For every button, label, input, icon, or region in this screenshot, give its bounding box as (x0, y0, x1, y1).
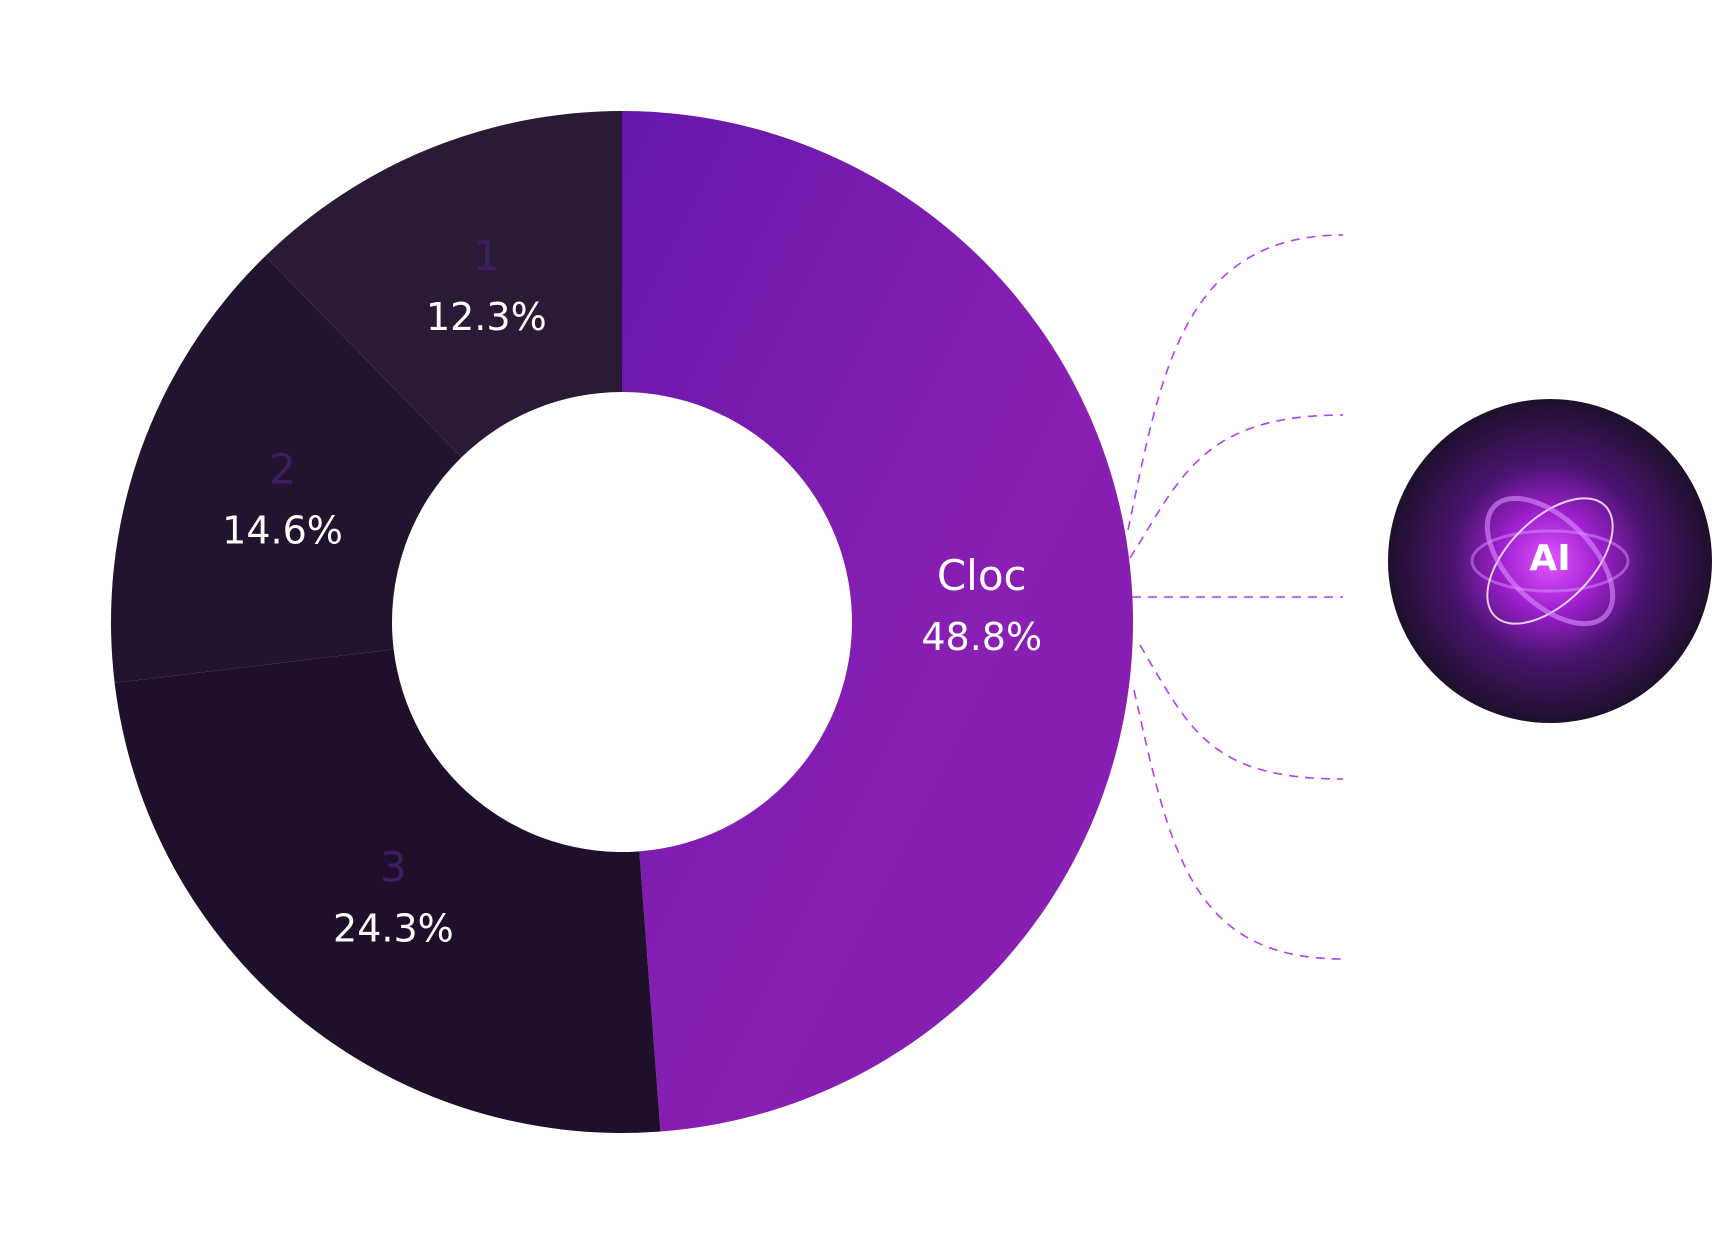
connector (1133, 689, 1344, 960)
ai-orb (1388, 399, 1712, 723)
orbit (1484, 495, 1616, 627)
slice (114, 649, 661, 1133)
slice-name: 3 (380, 843, 407, 892)
connector (1129, 414, 1344, 559)
connectors (1127, 234, 1344, 960)
slice-name: 1 (473, 231, 500, 280)
orbit (1470, 529, 1630, 593)
slice-value: 24.3% (333, 907, 454, 951)
slice-value: 48.8% (921, 615, 1042, 659)
ai-label: AI (1529, 538, 1570, 579)
slice-name: Cloc (937, 551, 1027, 600)
slice-value: 14.6% (222, 509, 343, 553)
slice (110, 256, 462, 683)
slice-value: 12.3% (426, 295, 547, 339)
connector (1139, 644, 1344, 780)
ai-icon: AI (1388, 399, 1712, 723)
donut: Cloc 48.8% 3 24.3% 2 14.6% 1 12.3% (110, 110, 1134, 1133)
slice-name: 2 (269, 445, 296, 494)
slice-shade (622, 110, 1134, 1132)
orbit (1486, 497, 1614, 625)
connector (1127, 234, 1344, 531)
slice (265, 111, 622, 458)
